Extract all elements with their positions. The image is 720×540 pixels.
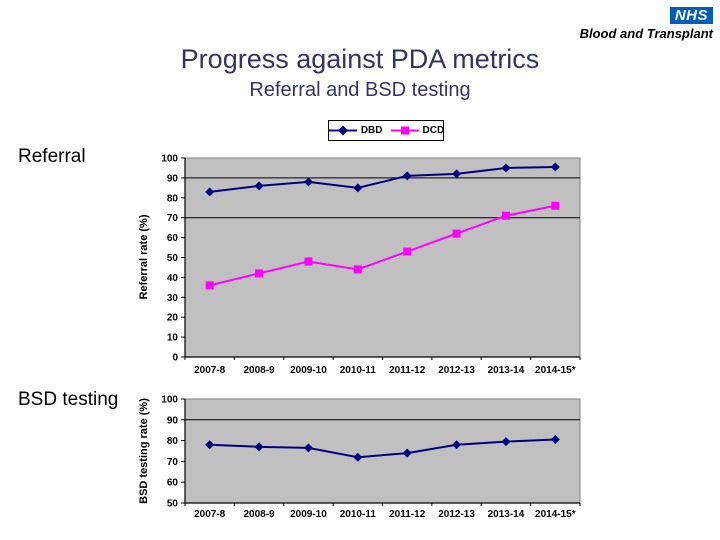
x-tick-label: 2011-12 (389, 509, 426, 520)
chart-legend: DBD DCD (328, 120, 444, 141)
x-tick-label: 2008-9 (243, 365, 275, 376)
data-point-dcd (452, 229, 461, 238)
y-axis-title: Referral rate (%) (138, 214, 150, 299)
data-point-dcd (205, 281, 214, 290)
x-tick-label: 2013-14 (488, 365, 525, 376)
legend-label-dcd: DCD (422, 125, 445, 136)
nhs-org-name: Blood and Transplant (579, 26, 713, 41)
x-tick-label: 2012-13 (438, 509, 475, 520)
data-point-dcd (501, 211, 510, 220)
y-tick-label: 0 (172, 353, 178, 364)
data-point-dcd (304, 257, 313, 266)
data-point-dbd (402, 448, 412, 458)
y-tick-label: 70 (167, 457, 179, 468)
y-tick-label: 70 (167, 213, 179, 224)
data-point-dbd (353, 452, 363, 462)
x-tick-label: 2012-13 (438, 365, 475, 376)
x-tick-label: 2007-8 (194, 365, 226, 376)
data-point-dcd (353, 265, 362, 274)
x-tick-label: 2007-8 (194, 509, 226, 520)
x-tick-label: 2010-11 (340, 509, 377, 520)
x-tick-label: 2010-11 (340, 365, 377, 376)
y-axis-title: BSD testing rate (%) (138, 398, 150, 504)
dbd-line-diamond-icon (328, 125, 357, 136)
x-tick-label: 2009-10 (290, 509, 327, 520)
y-tick-label: 100 (161, 395, 178, 406)
referral-chart: 0 10 20 30 40 50 60 70 80 90 100 2007-8 2008-9 2009-1… (138, 154, 581, 376)
y-tick-label: 90 (167, 415, 179, 426)
x-tick-label: 2013-14 (488, 509, 525, 520)
nhs-logo: NHS Blood and Transplant (580, 7, 713, 41)
data-point-dbd (205, 187, 215, 197)
x-tick-label: 2009-10 (290, 365, 327, 376)
data-point-dbd (254, 442, 264, 452)
legend-label-dbd: DBD (360, 125, 383, 136)
data-point-dbd (303, 177, 313, 187)
section-label-referral: Referral (18, 146, 86, 167)
y-tick-label: 60 (167, 233, 179, 244)
nhs-logo-text: NHS (674, 7, 708, 24)
x-tick-label: 2014-15* (535, 365, 576, 376)
data-point-dbd (550, 435, 560, 445)
data-point-dbd (353, 183, 363, 193)
y-tick-label: 30 (167, 293, 179, 304)
data-point-dcd (255, 269, 264, 278)
data-point-dbd (452, 440, 462, 450)
y-tick-label: 100 (161, 154, 178, 165)
y-tick-label: 80 (167, 193, 179, 204)
data-point-dbd (452, 169, 462, 179)
data-point-dbd (501, 163, 511, 173)
series-line-dbd (209, 438, 556, 459)
series-line-dcd (209, 204, 556, 287)
data-point-dbd (501, 437, 511, 447)
bsd-testing-chart: 50 60 70 80 90 100 2007-8 2008-9 2009-10 2010-11 2… (138, 395, 581, 520)
y-tick-label: 10 (167, 333, 179, 344)
y-tick-label: 90 (167, 173, 179, 184)
y-tick-label: 50 (167, 499, 179, 510)
data-point-dcd (403, 247, 412, 256)
y-tick-label: 50 (167, 253, 179, 264)
page-subtitle: Referral and BSD testing (249, 79, 471, 101)
data-point-dcd (551, 201, 560, 210)
data-point-dbd (254, 181, 264, 191)
legend-item-dcd: DCD (390, 125, 445, 136)
legend-item-dbd: DBD (328, 125, 383, 136)
x-tick-label: 2014-15* (535, 509, 576, 520)
y-tick-label: 20 (167, 313, 179, 324)
section-label-bsd-testing: BSD testing (18, 389, 119, 410)
data-point-dbd (550, 162, 560, 172)
plot-area (184, 398, 581, 504)
series-line-dbd (209, 165, 556, 193)
data-point-dbd (402, 171, 412, 181)
data-point-dbd (303, 443, 313, 453)
y-tick-label: 60 (167, 478, 179, 489)
dcd-line-square-icon (390, 126, 419, 135)
x-tick-label: 2008-9 (243, 509, 275, 520)
y-tick-label: 80 (167, 436, 179, 447)
data-point-dbd (205, 440, 215, 450)
page-title: Progress against PDA metrics (180, 44, 540, 74)
nhs-logo-icon: NHS (669, 7, 713, 24)
x-tick-label: 2011-12 (389, 365, 426, 376)
y-tick-label: 40 (167, 273, 179, 284)
